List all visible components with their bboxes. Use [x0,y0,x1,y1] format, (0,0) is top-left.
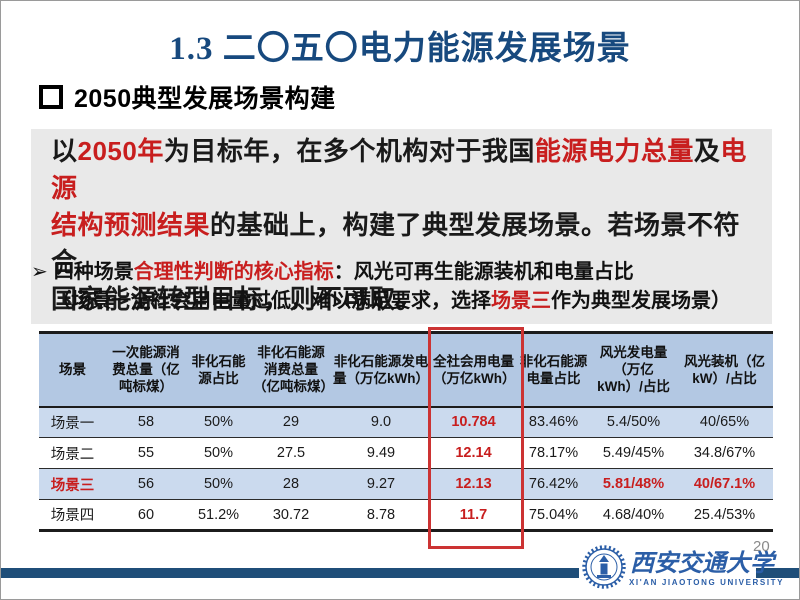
square-bullet-icon [39,85,63,109]
key-point: ➢ 四种场景合理性判断的核心指标：风光可再生能源装机和电量占比 （场景一全社会用电… [31,258,731,316]
table-cell: 83.46% [528,414,579,431]
table-cell: 58 [137,414,155,431]
text-segment: 2050年 [77,136,164,166]
page-number: 20 [753,538,770,555]
table-row: 场景三 56 50% 28 9.27 12.13 76.42% 5.81/48% 40/67.1… [39,468,773,500]
text-segment: 及 [693,136,721,166]
table-cell: 9.0 [370,414,392,431]
key-point-line1-text: 四种场景合理性判断的核心指标：风光可再生能源装机和电量占比 [54,261,634,283]
table-cell: 5.81/48% [602,476,665,492]
table-cell: 9.49 [366,445,396,461]
table-cell: 60 [137,506,155,523]
table-cell: 51.2% [197,506,240,523]
scenario-label: 场景一 [50,415,95,432]
text-segment: 四种场景 [53,261,134,283]
table-cell: 29 [282,414,300,431]
table-cell: 5.49/45% [602,445,665,461]
section-heading-text: 2050典型发展场景构建 [74,85,336,113]
slide-title: 1.3 二〇五〇电力能源发展场景 [169,31,631,67]
intro-line: 以2050年为目标年，在多个机构对于我国能源电力总量及电源 [51,133,752,207]
arrow-bullet-icon: ➢ [31,261,48,283]
text-segment: （场景一全社会用电量过低，难以满足要求，选择 [51,290,491,312]
text-segment: 能源电力总量 [534,136,694,166]
text-segment: ：风光可再生能源装机和电量占比 [333,261,634,283]
table-cell: 75.04% [528,506,579,523]
table-cell: 40/67.1% [693,476,756,492]
table-cell: 25.4/53% [693,506,756,523]
table-cell: 50% [203,414,234,431]
table-header-row: 场景 一次能源消费总量（亿吨标煤） 非化石能源占比 非化石能源消费总量（亿吨标煤） 非化… [39,332,773,407]
table-cell: 4.68/40% [602,506,665,523]
table-row: 场景二 55 50% 27.5 9.49 12.14 78.17% 5.49/45% 34.8/… [39,438,773,469]
university-name-en: XI'AN JIAOTONG UNIVERSITY [629,578,785,587]
text-segment: 电源 [51,136,747,203]
table-cell: 76.42% [528,476,579,492]
table-cell: 9.27 [366,476,396,492]
scenario-label: 场景四 [50,508,95,524]
text-segment: 的基础上，构建了典型发展场景。若场景不符合 [51,210,741,277]
key-point-line2: （场景一全社会用电量过低，难以满足要求，选择场景三作为典型发展场景） [31,287,731,316]
table-cell: 30.72 [272,506,310,523]
column-header: 全社会用电量（万亿kWh） [433,353,516,386]
table-cell: 50% [203,476,234,492]
scenario-label: 场景三 [50,477,95,494]
table-cell: 55 [137,445,155,461]
column-header: 非化石能源消费总量（亿吨标煤） [253,345,334,395]
text-segment: 结构预测结果 [51,210,211,240]
text-segment: 作为典型发展场景） [551,290,731,312]
scenario-table-wrapper: 场景 一次能源消费总量（亿吨标煤） 非化石能源占比 非化石能源消费总量（亿吨标煤） 非化… [39,327,773,549]
footer-bar-left [1,568,579,578]
column-header: 风光装机（亿kW）/占比 [684,353,765,386]
scenario-table: 场景 一次能源消费总量（亿吨标煤） 非化石能源占比 非化石能源消费总量（亿吨标煤） 非化… [39,331,773,532]
university-name-cn: 西安交通大学 [630,551,774,577]
table-cell: 50% [203,445,234,461]
table-cell: 10.784 [451,414,496,431]
table-cell: 11.7 [459,506,488,523]
table-cell: 78.17% [528,445,579,461]
intro-line: 国家能源转型目标，则不可取。 [51,281,752,318]
text-segment: 合理性判断的核心指标 [133,261,334,283]
intro-line: 结构预测结果的基础上，构建了典型发展场景。若场景不符合 [51,207,752,281]
text-segment: 国家能源转型目标，则不可取。 [51,284,423,314]
table-cell: 34.8/67% [693,445,756,461]
table-cell: 27.5 [276,445,306,461]
column-header: 非化石能源电量占比 [519,353,588,386]
table-cell: 40/65% [699,414,750,431]
table-cell: 56 [137,476,155,492]
column-header: 非化石能源发电量（万亿kWh） [333,353,429,386]
table-cell: 12.13 [455,476,492,492]
table-cell: 28 [282,476,300,492]
key-point-line1: ➢ 四种场景合理性判断的核心指标：风光可再生能源装机和电量占比 [31,258,731,287]
scenario-label: 场景二 [50,446,95,463]
table-cell: 8.78 [366,506,396,523]
table-row: 场景一 58 50% 29 9.0 10.784 83.46% 5.4/50% 40/65% [39,406,773,438]
text-segment: 场景三 [491,290,551,312]
footer-bar-right [756,568,799,578]
column-header: 风光发电量（万亿kWh）/占比 [597,345,670,395]
university-seal-icon [582,545,626,589]
table-cell: 12.14 [455,445,492,461]
table-row: 场景四 60 51.2% 30.72 8.78 11.7 75.04% 4.68/40% 25.… [39,500,773,531]
table-cell: 5.4/50% [606,414,661,431]
column-header: 一次能源消费总量（亿吨标煤） [112,345,180,395]
intro-text-box: 以2050年为目标年，在多个机构对于我国能源电力总量及电源 结构预测结果的基础上… [31,129,772,324]
column-header: 非化石能源占比 [191,353,246,386]
text-segment: 以 [51,136,78,166]
column-header: 场景 [59,362,86,378]
section-heading: 2050典型发展场景构建 [39,79,336,115]
text-segment: 为目标年，在多个机构对于我国 [163,136,535,166]
